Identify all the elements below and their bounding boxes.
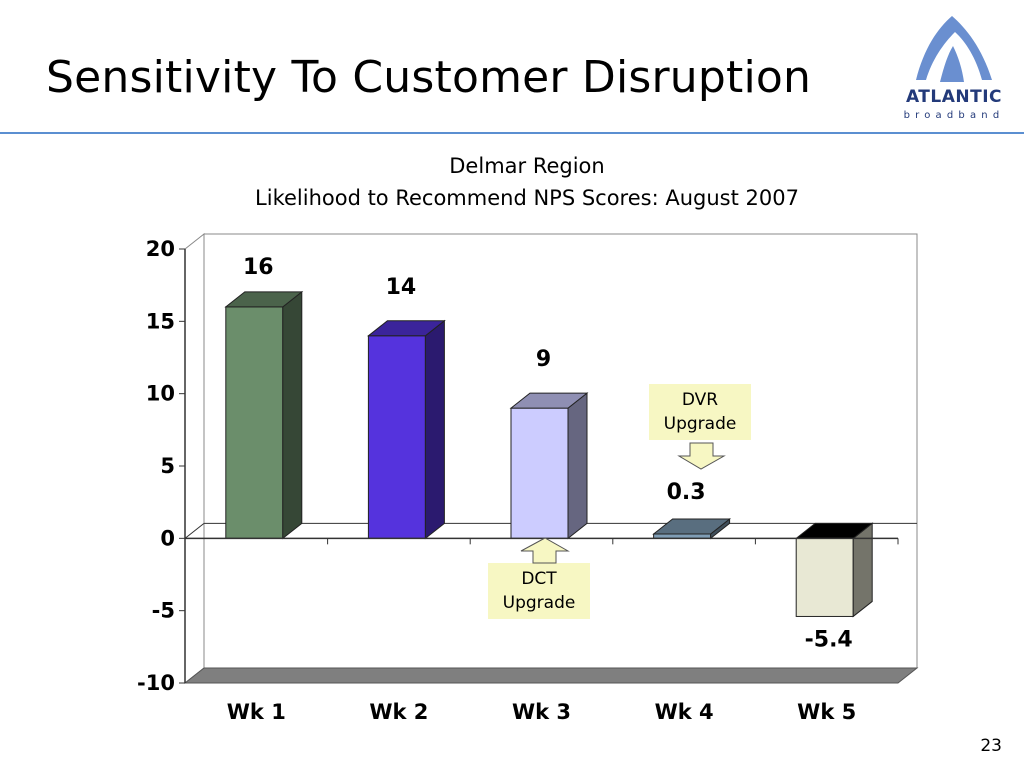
atlantic-broadband-logo <box>916 16 992 82</box>
logo-arch-inner <box>940 46 964 82</box>
logo-wordmark: ATLANTIC <box>905 87 1003 107</box>
chart-labels: 16 Wk 1 14 Wk 2 9 Wk 3 0.3 Wk 4 -5.4 Wk 5 20 15 10 5 0… <box>137 237 856 724</box>
callout-dvr-line1: DVR <box>681 390 719 410</box>
data-label-4: 0.3 <box>667 480 706 505</box>
x-tick-label-5: Wk 5 <box>797 700 856 724</box>
bar-top <box>509 392 589 409</box>
y-tick-label: -5 <box>152 599 175 623</box>
y-tick-label: 5 <box>160 454 175 478</box>
logo-arch-outer <box>916 16 992 80</box>
up-arrow-icon <box>520 537 570 564</box>
bar-top <box>224 291 304 308</box>
bar-2 <box>366 319 446 540</box>
slide-title: Sensitivity To Customer Disruption <box>46 52 812 103</box>
zero-side-line <box>184 522 205 539</box>
callout-dct-line1: DCT <box>521 569 557 589</box>
data-label-3: 9 <box>536 347 551 372</box>
callout-dct-upgrade: DCT Upgrade <box>488 563 590 619</box>
y-tick-label: 20 <box>146 237 175 261</box>
data-label-2: 14 <box>386 275 417 300</box>
x-tick-label-2: Wk 2 <box>369 700 428 724</box>
bar-4 <box>652 517 732 540</box>
y-tick-label: -10 <box>137 671 175 695</box>
page-number: 23 <box>980 736 1002 756</box>
bar-3 <box>509 392 589 540</box>
down-arrow-icon <box>677 442 726 470</box>
chart-bars <box>224 290 874 618</box>
bar-1 <box>224 290 304 540</box>
bar-top <box>652 518 732 535</box>
bar-5 <box>794 522 874 618</box>
chart-titles: Delmar Region Likelihood to Recommend NP… <box>0 150 1024 214</box>
callout-dvr-line2: Upgrade <box>663 414 737 434</box>
chart-subtitle: Likelihood to Recommend NPS Scores: Augu… <box>255 186 799 210</box>
title-divider <box>0 132 1024 134</box>
data-label-5: -5.4 <box>805 627 853 652</box>
bar-front <box>795 537 854 617</box>
chart-axes <box>179 248 899 684</box>
y-tick-label: 10 <box>146 382 175 406</box>
x-tick-label-3: Wk 3 <box>512 700 571 724</box>
logo-subtitle: broadband <box>903 110 1005 121</box>
x-tick-label-4: Wk 4 <box>655 700 714 724</box>
data-label-1: 16 <box>243 255 274 280</box>
bar-top <box>366 320 446 337</box>
y-tick-label: 15 <box>146 309 175 333</box>
x-tick-label-1: Wk 1 <box>227 700 286 724</box>
bar-front <box>225 306 284 539</box>
bar-front <box>510 407 569 539</box>
y-tick-label: 0 <box>160 526 175 550</box>
chart-floor <box>183 667 919 684</box>
callout-dct-line2: Upgrade <box>502 593 576 613</box>
callout-dvr-upgrade: DVR Upgrade <box>649 384 751 440</box>
chart-title: Delmar Region <box>449 154 605 178</box>
